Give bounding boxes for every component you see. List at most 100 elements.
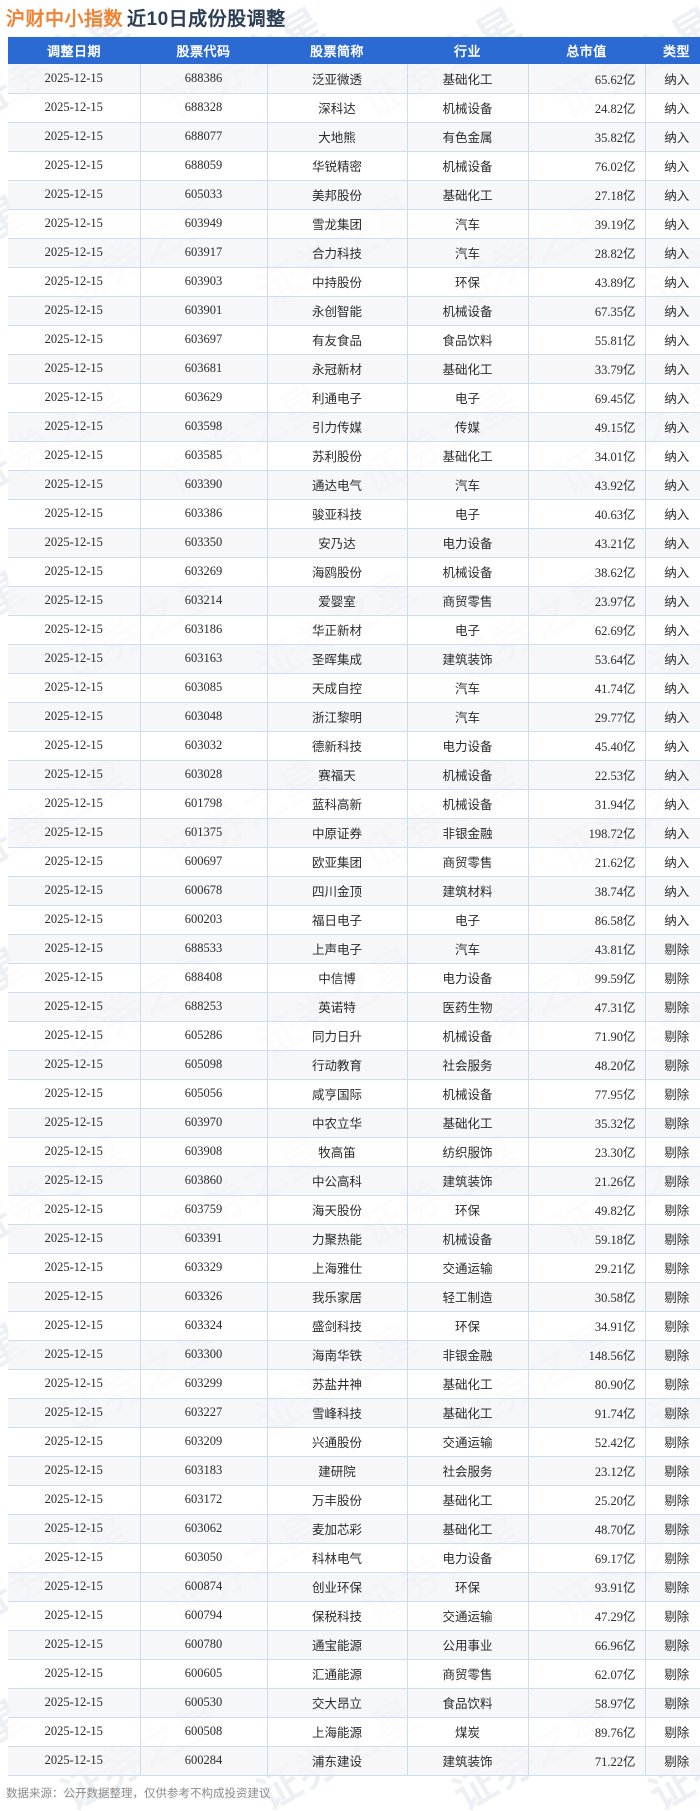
- cell-market-cap: 30.58亿: [528, 1282, 646, 1312]
- cell-market-cap: 86.58亿: [528, 905, 646, 935]
- table-row: 2025-12-15 603032 德新科技 电力设备 45.40亿 纳入: [8, 731, 700, 761]
- cell-stock-code: 605056: [140, 1079, 268, 1109]
- cell-market-cap: 53.64亿: [528, 644, 646, 674]
- cell-stock-code: 603028: [140, 760, 268, 790]
- cell-adjust-type: 纳入: [645, 876, 700, 906]
- cell-adjust-type: 剔除: [645, 1195, 700, 1225]
- cell-adjust-type: 纳入: [645, 93, 700, 123]
- column-header-0: 调整日期: [8, 37, 140, 64]
- constituent-adjustment-table: 调整日期 股票代码 股票简称 行业 总市值 类型 2025-12-15 688386 泛亚微透…: [8, 37, 700, 1776]
- cell-adjust-date: 2025-12-15: [8, 1456, 141, 1486]
- cell-adjust-type: 纳入: [645, 180, 700, 210]
- cell-adjust-type: 纳入: [645, 238, 700, 268]
- table-row: 2025-12-15 605098 行动教育 社会服务 48.20亿 剔除: [8, 1050, 700, 1080]
- table-row: 2025-12-15 603324 盛剑科技 环保 34.91亿 剔除: [8, 1311, 700, 1341]
- cell-adjust-type: 剔除: [645, 1282, 700, 1312]
- cell-industry: 非银金融: [407, 1340, 529, 1370]
- cell-adjust-date: 2025-12-15: [8, 1253, 141, 1283]
- cell-industry: 机械设备: [407, 1021, 529, 1051]
- cell-adjust-type: 纳入: [645, 760, 700, 790]
- cell-adjust-type: 剔除: [645, 1601, 700, 1631]
- cell-industry: 交通运输: [407, 1601, 529, 1631]
- cell-adjust-type: 纳入: [645, 905, 700, 935]
- cell-stock-name: 牧高笛: [267, 1137, 408, 1167]
- cell-industry: 社会服务: [407, 1456, 529, 1486]
- cell-stock-code: 603048: [140, 702, 268, 732]
- cell-adjust-date: 2025-12-15: [8, 876, 141, 906]
- table-row: 2025-12-15 688059 华锐精密 机械设备 76.02亿 纳入: [8, 151, 700, 181]
- cell-adjust-type: 纳入: [645, 122, 700, 152]
- cell-stock-name: 欧亚集团: [267, 847, 408, 877]
- cell-stock-code: 603324: [140, 1311, 268, 1341]
- table-row: 2025-12-15 603585 苏利股份 基础化工 34.01亿 纳入: [8, 441, 700, 471]
- table-row: 2025-12-15 688533 上声电子 汽车 43.81亿 剔除: [8, 934, 700, 964]
- cell-adjust-type: 剔除: [645, 1021, 700, 1051]
- table-row: 2025-12-15 603299 苏盐井神 基础化工 80.90亿 剔除: [8, 1369, 700, 1399]
- cell-stock-name: 通达电气: [267, 470, 408, 500]
- cell-market-cap: 39.19亿: [528, 209, 646, 239]
- cell-adjust-date: 2025-12-15: [8, 847, 141, 877]
- cell-market-cap: 67.35亿: [528, 296, 646, 326]
- cell-adjust-type: 剔除: [645, 1514, 700, 1544]
- cell-adjust-date: 2025-12-15: [8, 151, 141, 181]
- cell-industry: 基础化工: [407, 180, 529, 210]
- table-row: 2025-12-15 600530 交大昂立 食品饮料 58.97亿 剔除: [8, 1688, 700, 1718]
- table-row: 2025-12-15 603329 上海雅仕 交通运输 29.21亿 剔除: [8, 1253, 700, 1283]
- cell-stock-code: 603209: [140, 1427, 268, 1457]
- cell-stock-name: 海鸥股份: [267, 557, 408, 587]
- cell-adjust-date: 2025-12-15: [8, 528, 141, 558]
- cell-industry: 电力设备: [407, 731, 529, 761]
- cell-market-cap: 43.21亿: [528, 528, 646, 558]
- cell-adjust-type: 剔除: [645, 1572, 700, 1602]
- cell-stock-name: 我乐家居: [267, 1282, 408, 1312]
- cell-stock-code: 603062: [140, 1514, 268, 1544]
- cell-market-cap: 49.82亿: [528, 1195, 646, 1225]
- page-title: 沪财中小指数 近10日成份股调整: [0, 0, 700, 37]
- cell-adjust-type: 剔除: [645, 1224, 700, 1254]
- cell-stock-code: 600697: [140, 847, 268, 877]
- cell-stock-code: 605098: [140, 1050, 268, 1080]
- cell-industry: 环保: [407, 1311, 529, 1341]
- cell-stock-code: 605033: [140, 180, 268, 210]
- cell-adjust-date: 2025-12-15: [8, 1369, 141, 1399]
- cell-stock-code: 603214: [140, 586, 268, 616]
- cell-stock-name: 上声电子: [267, 934, 408, 964]
- cell-stock-name: 泛亚微透: [267, 64, 408, 94]
- cell-stock-code: 603350: [140, 528, 268, 558]
- cell-industry: 基础化工: [407, 1485, 529, 1515]
- cell-adjust-type: 剔除: [645, 963, 700, 993]
- table-row: 2025-12-15 603390 通达电气 汽车 43.92亿 纳入: [8, 470, 700, 500]
- cell-adjust-date: 2025-12-15: [8, 499, 141, 529]
- table-row: 2025-12-15 603629 利通电子 电子 69.45亿 纳入: [8, 383, 700, 413]
- cell-stock-name: 圣晖集成: [267, 644, 408, 674]
- cell-adjust-date: 2025-12-15: [8, 1195, 141, 1225]
- cell-adjust-date: 2025-12-15: [8, 789, 141, 819]
- cell-stock-name: 深科达: [267, 93, 408, 123]
- cell-stock-code: 603163: [140, 644, 268, 674]
- cell-industry: 建筑装饰: [407, 1746, 529, 1776]
- cell-adjust-date: 2025-12-15: [8, 702, 141, 732]
- table-row: 2025-12-15 603227 雪峰科技 基础化工 91.74亿 剔除: [8, 1398, 700, 1428]
- table-row: 2025-12-15 603186 华正新材 电子 62.69亿 纳入: [8, 615, 700, 645]
- cell-industry: 机械设备: [407, 1079, 529, 1109]
- table-row: 2025-12-15 688328 深科达 机械设备 24.82亿 纳入: [8, 93, 700, 123]
- cell-adjust-date: 2025-12-15: [8, 238, 141, 268]
- cell-stock-name: 蓝科高新: [267, 789, 408, 819]
- cell-market-cap: 43.89亿: [528, 267, 646, 297]
- cell-market-cap: 55.81亿: [528, 325, 646, 355]
- cell-stock-code: 688533: [140, 934, 268, 964]
- cell-industry: 建筑材料: [407, 876, 529, 906]
- cell-market-cap: 43.92亿: [528, 470, 646, 500]
- cell-adjust-date: 2025-12-15: [8, 267, 141, 297]
- cell-stock-name: 大地熊: [267, 122, 408, 152]
- cell-stock-name: 华正新材: [267, 615, 408, 645]
- cell-adjust-date: 2025-12-15: [8, 934, 141, 964]
- cell-stock-code: 603329: [140, 1253, 268, 1283]
- table-row: 2025-12-15 603062 麦加芯彩 基础化工 48.70亿 剔除: [8, 1514, 700, 1544]
- cell-market-cap: 148.56亿: [528, 1340, 646, 1370]
- cell-industry: 交通运输: [407, 1427, 529, 1457]
- cell-market-cap: 48.70亿: [528, 1514, 646, 1544]
- table-row: 2025-12-15 603269 海鸥股份 机械设备 38.62亿 纳入: [8, 557, 700, 587]
- cell-industry: 商贸零售: [407, 586, 529, 616]
